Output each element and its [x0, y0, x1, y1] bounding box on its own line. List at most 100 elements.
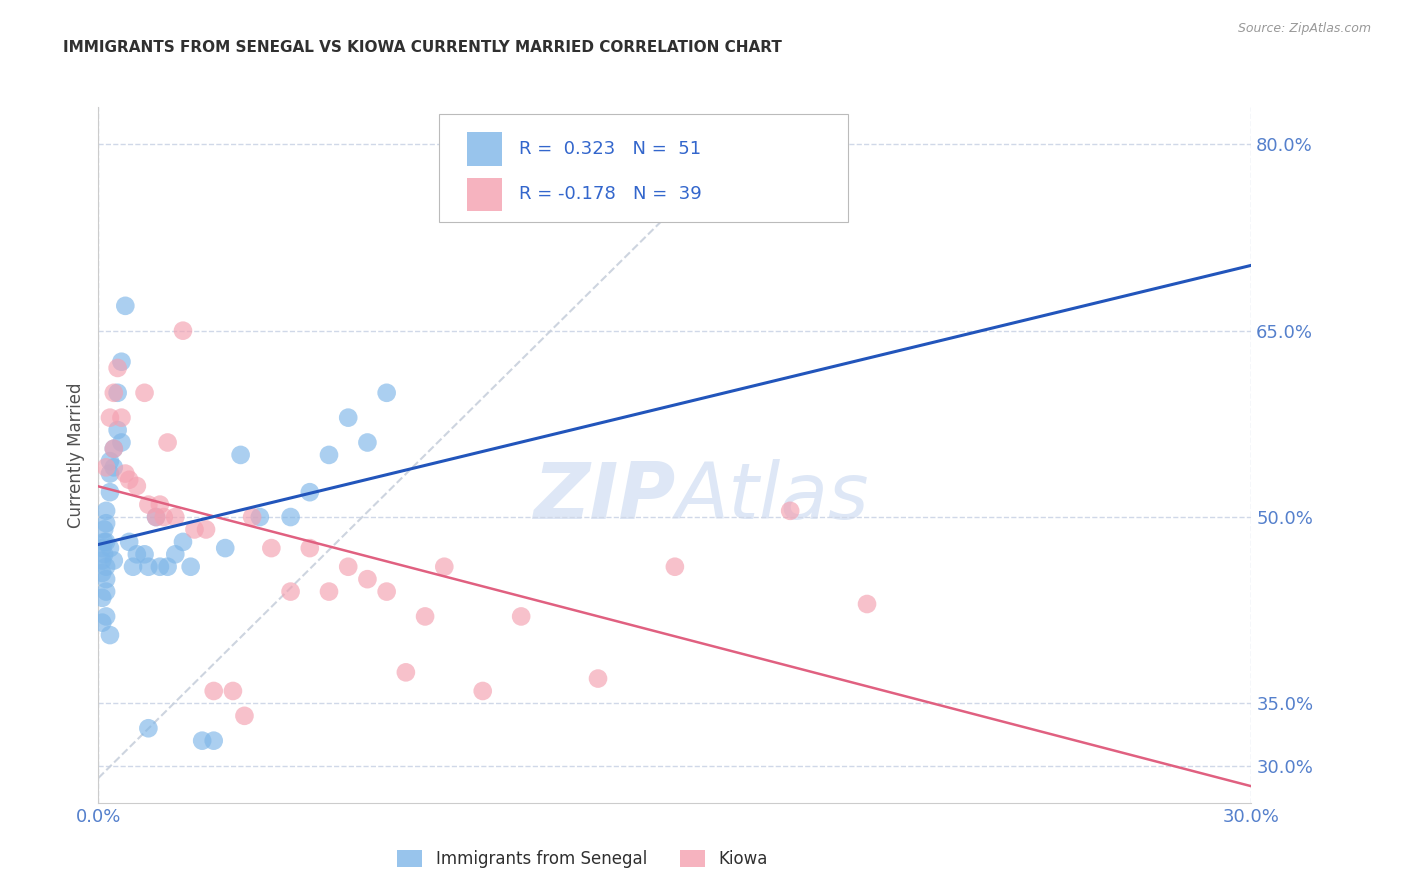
Text: IMMIGRANTS FROM SENEGAL VS KIOWA CURRENTLY MARRIED CORRELATION CHART: IMMIGRANTS FROM SENEGAL VS KIOWA CURRENT… — [63, 40, 782, 55]
Point — [191, 733, 214, 747]
Point — [98, 628, 121, 642]
Point — [98, 485, 121, 500]
Point — [125, 547, 148, 561]
Point — [94, 504, 117, 518]
Point — [202, 684, 225, 698]
Point — [125, 479, 148, 493]
Point — [260, 541, 283, 555]
Point — [110, 435, 132, 450]
Point — [91, 541, 114, 555]
Point — [395, 665, 418, 680]
Point — [110, 355, 132, 369]
Point — [165, 547, 187, 561]
Point — [94, 516, 117, 531]
Point — [356, 435, 378, 450]
Point — [856, 597, 879, 611]
Point — [172, 324, 194, 338]
Point — [138, 721, 160, 735]
Point — [114, 467, 136, 481]
Point — [156, 559, 179, 574]
Point — [195, 523, 218, 537]
Point — [145, 510, 167, 524]
Y-axis label: Currently Married: Currently Married — [66, 382, 84, 528]
Point — [134, 385, 156, 400]
Point — [183, 523, 205, 537]
Point — [138, 559, 160, 574]
Point — [98, 454, 121, 468]
Point — [94, 584, 117, 599]
Point — [280, 510, 302, 524]
Legend: Immigrants from Senegal, Kiowa: Immigrants from Senegal, Kiowa — [391, 843, 775, 874]
Point — [103, 460, 125, 475]
Point — [91, 553, 114, 567]
Point — [107, 423, 129, 437]
Point — [94, 460, 117, 475]
Text: R = -0.178   N =  39: R = -0.178 N = 39 — [519, 186, 702, 203]
Point — [103, 553, 125, 567]
Point — [318, 448, 340, 462]
Point — [298, 485, 321, 500]
Point — [107, 385, 129, 400]
FancyBboxPatch shape — [467, 178, 502, 211]
FancyBboxPatch shape — [439, 114, 848, 222]
Point — [91, 591, 114, 605]
Point — [91, 566, 114, 580]
Point — [93, 547, 115, 561]
Point — [779, 504, 801, 518]
Point — [337, 559, 360, 574]
Point — [98, 541, 121, 555]
Point — [156, 435, 179, 450]
Point — [471, 684, 494, 698]
Point — [103, 442, 125, 456]
Point — [93, 523, 115, 537]
Point — [94, 534, 117, 549]
Point — [118, 473, 141, 487]
Point — [138, 498, 160, 512]
Point — [114, 299, 136, 313]
Point — [149, 498, 172, 512]
Point — [375, 385, 398, 400]
Point — [172, 534, 194, 549]
Point — [94, 559, 117, 574]
Point — [149, 559, 172, 574]
Point — [165, 510, 187, 524]
Point — [98, 467, 121, 481]
Point — [356, 572, 378, 586]
Point — [152, 510, 174, 524]
Point — [180, 559, 202, 574]
Point — [298, 541, 321, 555]
Point — [510, 609, 533, 624]
Point — [134, 547, 156, 561]
Point — [586, 672, 609, 686]
Point — [103, 442, 125, 456]
Point — [318, 584, 340, 599]
Point — [433, 559, 456, 574]
Point — [240, 510, 263, 524]
Point — [229, 448, 252, 462]
Point — [145, 510, 167, 524]
FancyBboxPatch shape — [467, 132, 502, 166]
Point — [375, 584, 398, 599]
Point — [98, 410, 121, 425]
Point — [107, 361, 129, 376]
Text: Atlas: Atlas — [675, 458, 869, 534]
Point — [118, 534, 141, 549]
Text: ZIP: ZIP — [533, 458, 675, 534]
Point — [93, 534, 115, 549]
Point — [214, 541, 236, 555]
Point — [103, 385, 125, 400]
Point — [233, 708, 256, 723]
Point — [413, 609, 436, 624]
Point — [91, 615, 114, 630]
Point — [337, 410, 360, 425]
Point — [110, 410, 132, 425]
Point — [94, 572, 117, 586]
Point — [280, 584, 302, 599]
Point — [202, 733, 225, 747]
Point — [222, 684, 245, 698]
Point — [122, 559, 145, 574]
Point — [664, 559, 686, 574]
Point — [94, 609, 117, 624]
Point — [249, 510, 271, 524]
Text: Source: ZipAtlas.com: Source: ZipAtlas.com — [1237, 22, 1371, 36]
